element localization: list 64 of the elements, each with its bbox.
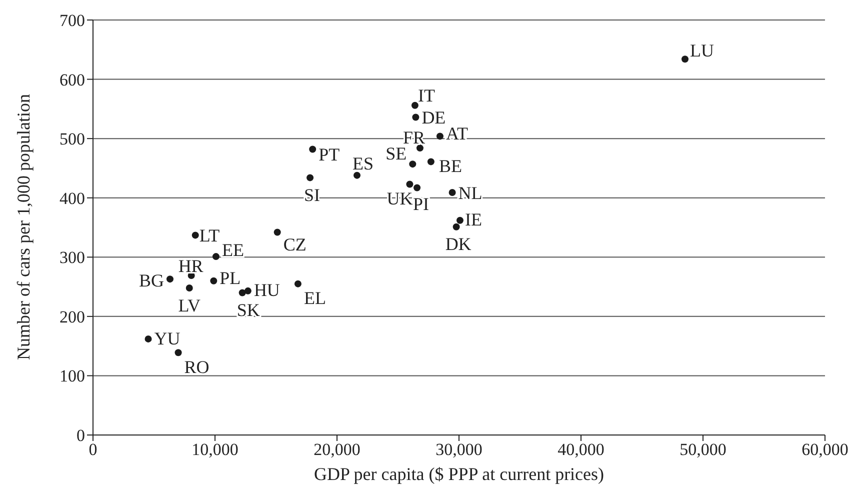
point: [682, 56, 689, 63]
annotation: PI: [413, 194, 430, 214]
point: [409, 160, 416, 168]
annotation: LV: [178, 295, 201, 316]
y-tick-label: 700: [60, 11, 85, 30]
annotation: DK: [445, 234, 472, 254]
point: [166, 276, 174, 283]
annotation: EE: [222, 240, 244, 260]
point: [192, 232, 199, 239]
y-tick-label: 400: [60, 188, 85, 208]
point: [309, 146, 316, 153]
point: [186, 284, 193, 292]
annotation: BG: [138, 270, 164, 290]
annotation: HR: [178, 256, 204, 276]
y-tick-label: 200: [60, 307, 85, 326]
point: [274, 228, 281, 236]
annotation: HU: [254, 280, 280, 300]
point: [144, 335, 152, 342]
point: [436, 132, 444, 140]
y-tick-label: 500: [60, 130, 85, 149]
point: [448, 189, 456, 196]
point: [354, 172, 361, 179]
annotation: ES: [352, 154, 374, 174]
point: [456, 216, 464, 224]
point: [244, 287, 252, 294]
point: [174, 349, 182, 356]
y-axis-title: Number of cars per 1,000 population: [14, 94, 34, 360]
point: [406, 180, 414, 188]
point: [210, 277, 218, 284]
x-axis-title: GDP per capita ($ PPP at current prices): [312, 464, 606, 485]
annotation: DE: [422, 108, 446, 128]
point: [411, 102, 418, 109]
point: [306, 174, 314, 182]
point: [412, 114, 420, 121]
x-tick-label: 50,000: [680, 440, 726, 460]
y-tick-label: 100: [60, 366, 85, 386]
y-tick-label: 600: [60, 70, 85, 90]
annotation: SK: [236, 300, 260, 320]
annotation: CZ: [283, 234, 306, 255]
annotation: SE: [386, 143, 407, 164]
x-tick-label: 0: [88, 440, 98, 460]
point: [294, 280, 302, 288]
annotation: PT: [318, 144, 340, 165]
point: [212, 253, 220, 260]
x-tick-label: 10,000: [192, 440, 238, 460]
annotation: LT: [199, 226, 220, 246]
annotation: BE: [438, 156, 462, 176]
annotation: RO: [184, 356, 210, 377]
point: [452, 223, 460, 230]
annotation: LU: [690, 40, 714, 60]
point: [414, 184, 421, 192]
x-tick-label: 60,000: [802, 440, 848, 460]
x-tick-label: 30,000: [436, 440, 482, 460]
x-tick-label: 20,000: [314, 440, 360, 460]
annotation: YU: [154, 328, 180, 348]
point: [427, 158, 434, 166]
annotation: PL: [220, 268, 241, 288]
point: [238, 289, 246, 296]
x-tick-label: 40,000: [558, 440, 604, 460]
annotation: IE: [464, 210, 482, 230]
y-tick-label: 0: [76, 426, 85, 446]
annotation: IT: [418, 86, 435, 106]
y-tick-label: 300: [60, 248, 85, 268]
annotation: EL: [304, 288, 326, 308]
